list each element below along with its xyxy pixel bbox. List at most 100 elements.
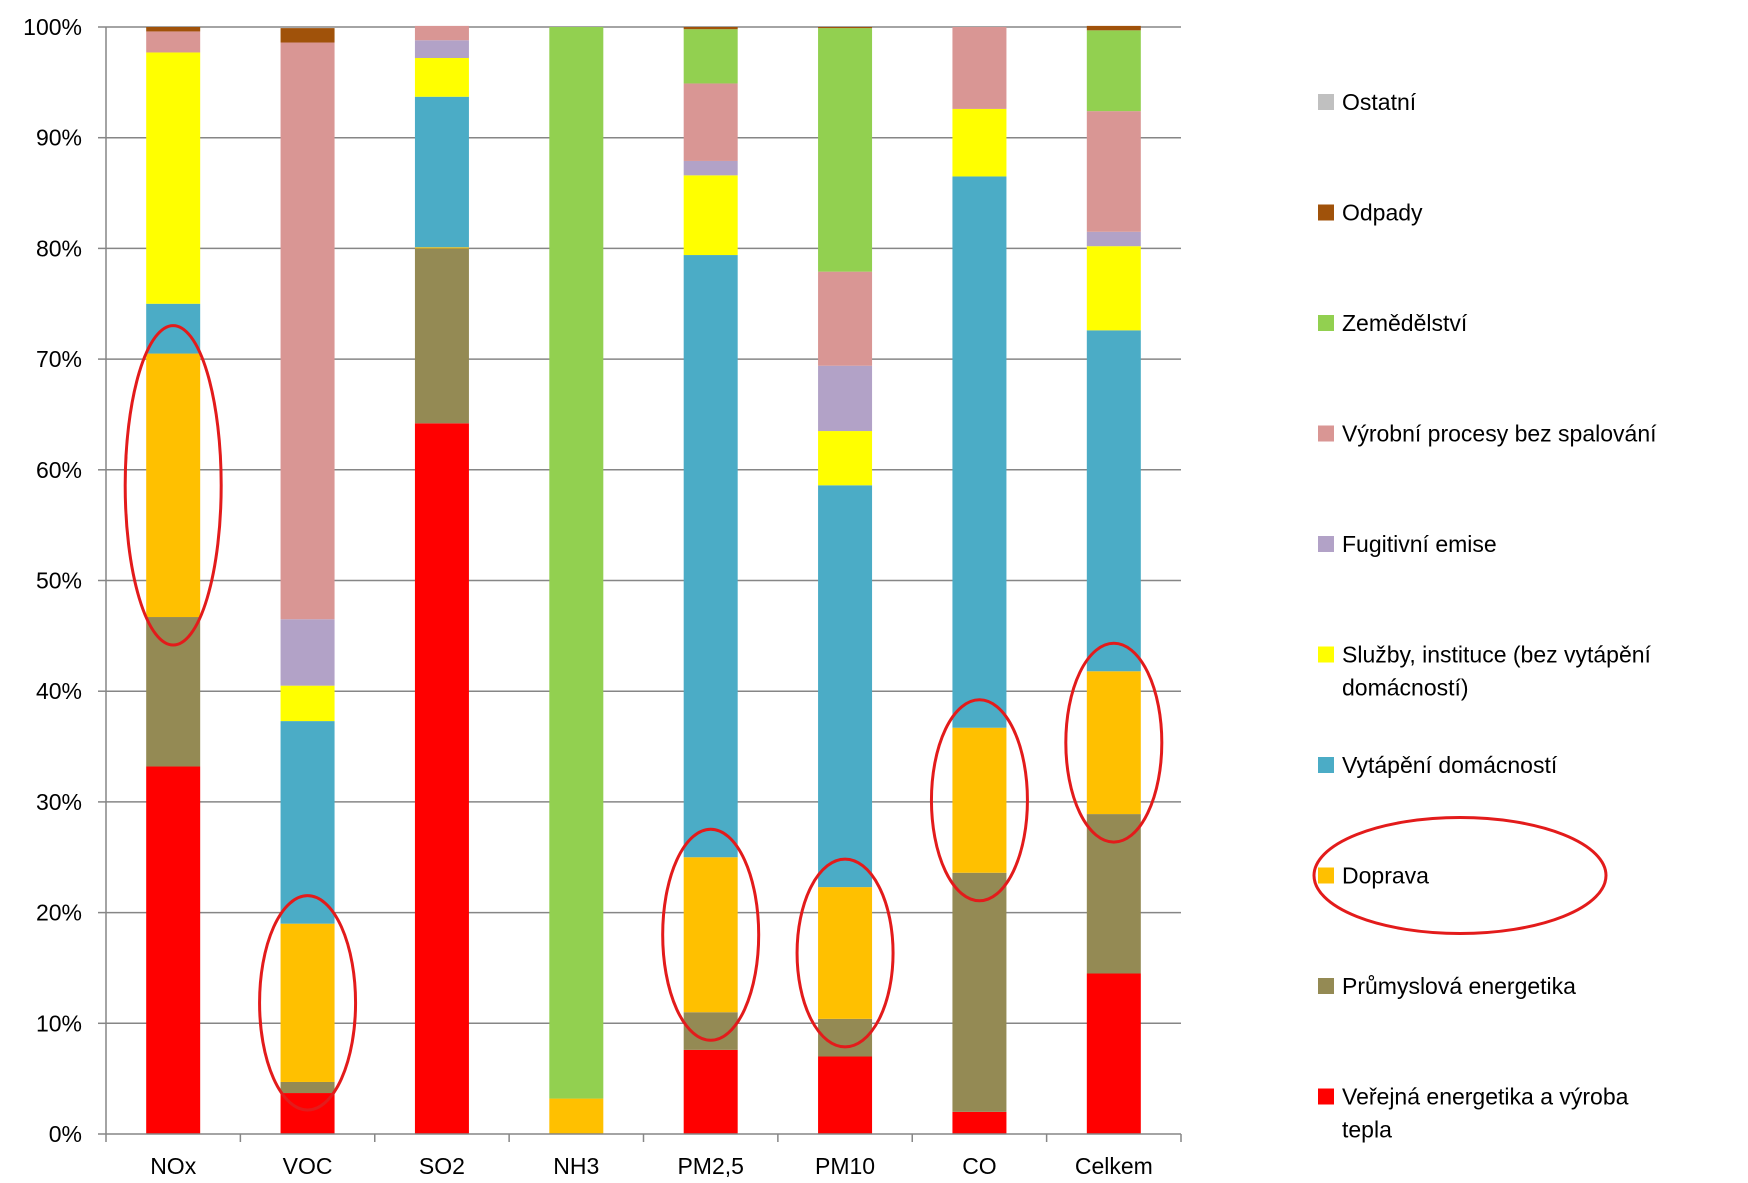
bar-segment-odpady-voc: [280, 28, 335, 43]
bar-segment-fugitivni-emise-voc: [280, 619, 335, 686]
bar-segment-doprava-co: [952, 727, 1007, 873]
bar-segment-doprava-nox: [146, 353, 201, 618]
axes: [105, 27, 1181, 1135]
bar-segment-sluzby-instituce-bez-vytapeni-domacnosti-nox: [146, 52, 201, 304]
bar-stacks: [146, 25, 1141, 1134]
x-tick-label: PM10: [815, 1153, 875, 1179]
bar-segment-prumyslova-energetika-celkem: [1086, 814, 1141, 974]
bar-segment-vytapeni-domacnosti-pm10: [818, 485, 873, 888]
y-tick-label: 0%: [49, 1121, 82, 1147]
bar-segment-zemedelstvi-nh3: [549, 27, 604, 1099]
bar-segment-verejna-energetika-a-vyroba-tepla-pm10: [818, 1056, 873, 1134]
bar-segment-odpady-pm2-5: [683, 27, 738, 30]
x-tick-label: NOx: [150, 1153, 197, 1179]
bar-segment-vyrobni-procesy-bez-spalovani-celkem: [1086, 111, 1141, 232]
legend-label: Výrobní procesy bez spalování: [1342, 421, 1657, 447]
bar-segment-odpady-nox: [146, 27, 201, 32]
highlight-ellipse-pm10: [795, 857, 895, 1049]
y-tick-label: 100%: [23, 14, 82, 40]
bar-segment-zemedelstvi-pm10: [818, 28, 873, 272]
bar-segment-odpady-pm10: [818, 27, 873, 29]
y-tick-label: 70%: [36, 346, 82, 372]
legend-swatch: [1318, 867, 1334, 884]
bar-segment-verejna-energetika-a-vyroba-tepla-so2: [414, 423, 469, 1134]
bar-segment-vytapeni-domacnosti-co: [952, 176, 1007, 728]
legend-swatch: [1318, 757, 1334, 773]
bar-segment-prumyslova-energetika-pm10: [818, 1018, 873, 1057]
bar-segment-vytapeni-domacnosti-voc: [280, 721, 335, 924]
bar-segment-verejna-energetika-a-vyroba-tepla-voc: [280, 1093, 335, 1134]
bar-segment-zemedelstvi-pm2-5: [683, 29, 738, 84]
legend-label: Služby, instituce (bez vytápění domácnost…: [1342, 642, 1652, 701]
legend-swatch: [1318, 978, 1334, 994]
y-tick-labels: 0% 10% 20% 30% 40% 50% 60% 70% 80% 90% 100%: [23, 14, 82, 1147]
highlight-ellipse-nox: [123, 324, 223, 647]
bar-segment-zemedelstvi-celkem: [1086, 30, 1141, 112]
legend-swatch: [1318, 425, 1334, 442]
highlight-ellipse-pm2-5: [661, 827, 761, 1042]
bar-segment-vyrobni-procesy-bez-spalovani-pm10: [818, 271, 873, 366]
bar-segment-fugitivni-emise-pm2-5: [683, 160, 738, 176]
legend-swatch: [1318, 1088, 1334, 1105]
legend-swatch: [1318, 204, 1334, 221]
legend-swatch: [1318, 94, 1334, 110]
legend-item-sluzby-instituce-bez-vytapeni-domacnosti: Služby, instituce (bez vytápění domácnost…: [1318, 642, 1652, 701]
bar-segment-doprava-voc: [280, 923, 335, 1082]
bar-segment-prumyslova-energetika-co: [952, 872, 1007, 1112]
bar-segment-doprava-so2: [414, 247, 469, 249]
legend-highlight-ellipse: [1312, 816, 1608, 935]
legend-item-fugitivni-emise: Fugitivní emise: [1318, 531, 1497, 557]
bar-segment-vyrobni-procesy-bez-spalovani-voc: [280, 42, 335, 620]
highlight-ellipses: [123, 324, 1164, 1112]
legend-item-vytapeni-domacnosti: Vytápění domácností: [1318, 752, 1558, 778]
bar-segment-sluzby-instituce-bez-vytapeni-domacnosti-celkem: [1086, 246, 1141, 331]
bar-segment-doprava-pm10: [818, 887, 873, 1019]
legend-swatch: [1318, 536, 1334, 552]
bar-segment-vyrobni-procesy-bez-spalovani-nox: [146, 31, 201, 53]
y-tick-label: 60%: [36, 457, 82, 483]
legend-swatch: [1318, 646, 1334, 663]
bar-segment-doprava-pm2-5: [683, 857, 738, 1013]
y-tick-label: 90%: [36, 125, 82, 151]
bar-segment-sluzby-instituce-bez-vytapeni-domacnosti-pm2-5: [683, 175, 738, 256]
legend-item-ostatni: Ostatní: [1318, 89, 1417, 115]
bar-segment-verejna-energetika-a-vyroba-tepla-co: [952, 1111, 1007, 1134]
highlight-ellipse-co: [929, 698, 1029, 903]
bar-segment-doprava-celkem: [1086, 671, 1141, 815]
legend-label: Vytápění domácností: [1342, 752, 1558, 778]
y-tick-label: 40%: [36, 678, 82, 704]
bar-segment-verejna-energetika-a-vyroba-tepla-celkem: [1086, 973, 1141, 1134]
x-tick-label: NH3: [553, 1153, 599, 1179]
bar-segment-doprava-nh3: [549, 1098, 604, 1134]
bar-segment-verejna-energetika-a-vyroba-tepla-pm2-5: [683, 1049, 738, 1134]
bar-segment-odpady-celkem: [1086, 25, 1141, 31]
bar-segment-verejna-energetika-a-vyroba-tepla-nox: [146, 766, 201, 1134]
legend-label: Zemědělství: [1342, 310, 1468, 336]
x-tick-label: VOC: [283, 1153, 333, 1179]
y-tick-label: 80%: [36, 235, 82, 261]
highlight-ellipse-voc: [258, 894, 358, 1112]
y-tick-label: 10%: [36, 1010, 82, 1036]
bar-segment-vyrobni-procesy-bez-spalovani-pm2-5: [683, 83, 738, 161]
bar-segment-prumyslova-energetika-voc: [280, 1081, 335, 1094]
bar-segment-vyrobni-procesy-bez-spalovani-so2: [414, 25, 469, 41]
x-tick-labels: NOx VOC SO2 NH3 PM2,5 PM10 CO Celkem: [150, 1153, 1153, 1179]
bar-segment-fugitivni-emise-celkem: [1086, 231, 1141, 247]
legend-item-vyrobni-procesy-bez-spalovani: Výrobní procesy bez spalování: [1318, 421, 1657, 447]
legend-item-odpady: Odpady: [1318, 200, 1423, 226]
bar-segment-sluzby-instituce-bez-vytapeni-domacnosti-pm10: [818, 431, 873, 486]
bar-segment-vytapeni-domacnosti-pm2-5: [683, 255, 738, 858]
legend-item-prumyslova-energetika: Průmyslová energetika: [1318, 973, 1576, 999]
legend-label: Odpady: [1342, 200, 1423, 226]
bar-segment-vytapeni-domacnosti-so2: [414, 96, 469, 248]
bar-segment-sluzby-instituce-bez-vytapeni-domacnosti-co: [952, 108, 1007, 177]
legend: Ostatní Odpady Zemědělství Výrobní procesy …: [1312, 89, 1657, 1143]
bar-segment-vytapeni-domacnosti-celkem: [1086, 330, 1141, 672]
legend-swatch: [1318, 315, 1334, 331]
bar-segment-sluzby-instituce-bez-vytapeni-domacnosti-so2: [414, 57, 469, 97]
bar-segment-sluzby-instituce-bez-vytapeni-domacnosti-voc: [280, 685, 335, 722]
legend-label: Veřejná energetika a výroba tepla: [1342, 1084, 1629, 1143]
bar-segment-vyrobni-procesy-bez-spalovani-co: [952, 27, 1007, 109]
highlight-ellipse-celkem: [1064, 641, 1164, 844]
